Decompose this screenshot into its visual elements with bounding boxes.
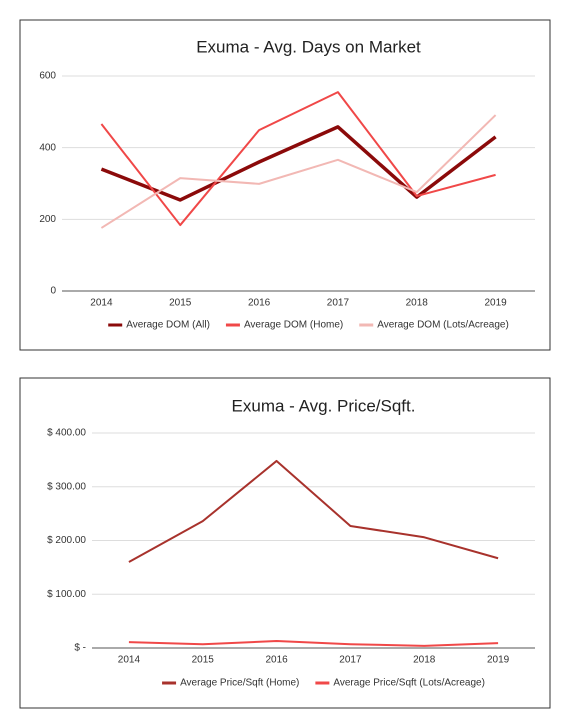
series-line <box>128 640 499 647</box>
x-tick-label: 2019 <box>484 298 507 309</box>
y-tick-label: $ 300.00 <box>47 481 86 492</box>
y-tick-label: $ 200.00 <box>47 535 86 546</box>
y-tick-label: 0 <box>50 286 56 297</box>
x-tick-label: 2018 <box>406 298 429 309</box>
x-tick-label: 2015 <box>192 655 215 666</box>
x-tick-label: 2016 <box>248 298 271 309</box>
y-tick-label: 200 <box>39 214 56 225</box>
legend-label: Average Price/Sqft (Lots/Acreage) <box>333 678 485 689</box>
x-tick-label: 2018 <box>413 655 436 666</box>
x-tick-label: 2019 <box>487 655 510 666</box>
series-line <box>100 125 497 202</box>
series-line <box>100 114 497 229</box>
legend-label: Average Price/Sqft (Home) <box>180 678 299 689</box>
legend-label: Average DOM (Lots/Acreage) <box>377 320 509 331</box>
x-tick-label: 2016 <box>265 655 288 666</box>
chart-title: Exuma - Avg. Days on Market <box>196 37 421 56</box>
series-line <box>100 91 496 227</box>
y-tick-label: 600 <box>39 71 56 82</box>
y-tick-label: 400 <box>39 142 56 153</box>
x-tick-label: 2017 <box>339 655 362 666</box>
chart-title: Exuma - Avg. Price/Sqft. <box>232 396 416 415</box>
legend-label: Average DOM (All) <box>126 320 210 331</box>
x-tick-label: 2014 <box>90 298 113 309</box>
x-tick-label: 2015 <box>169 298 192 309</box>
x-tick-label: 2017 <box>327 298 350 309</box>
y-tick-label: $ 400.00 <box>47 428 86 439</box>
legend-label: Average DOM (Home) <box>244 320 343 331</box>
x-tick-label: 2014 <box>118 655 141 666</box>
y-tick-label: $ - <box>74 643 86 654</box>
y-tick-label: $ 100.00 <box>47 589 86 600</box>
series-line <box>128 459 499 563</box>
